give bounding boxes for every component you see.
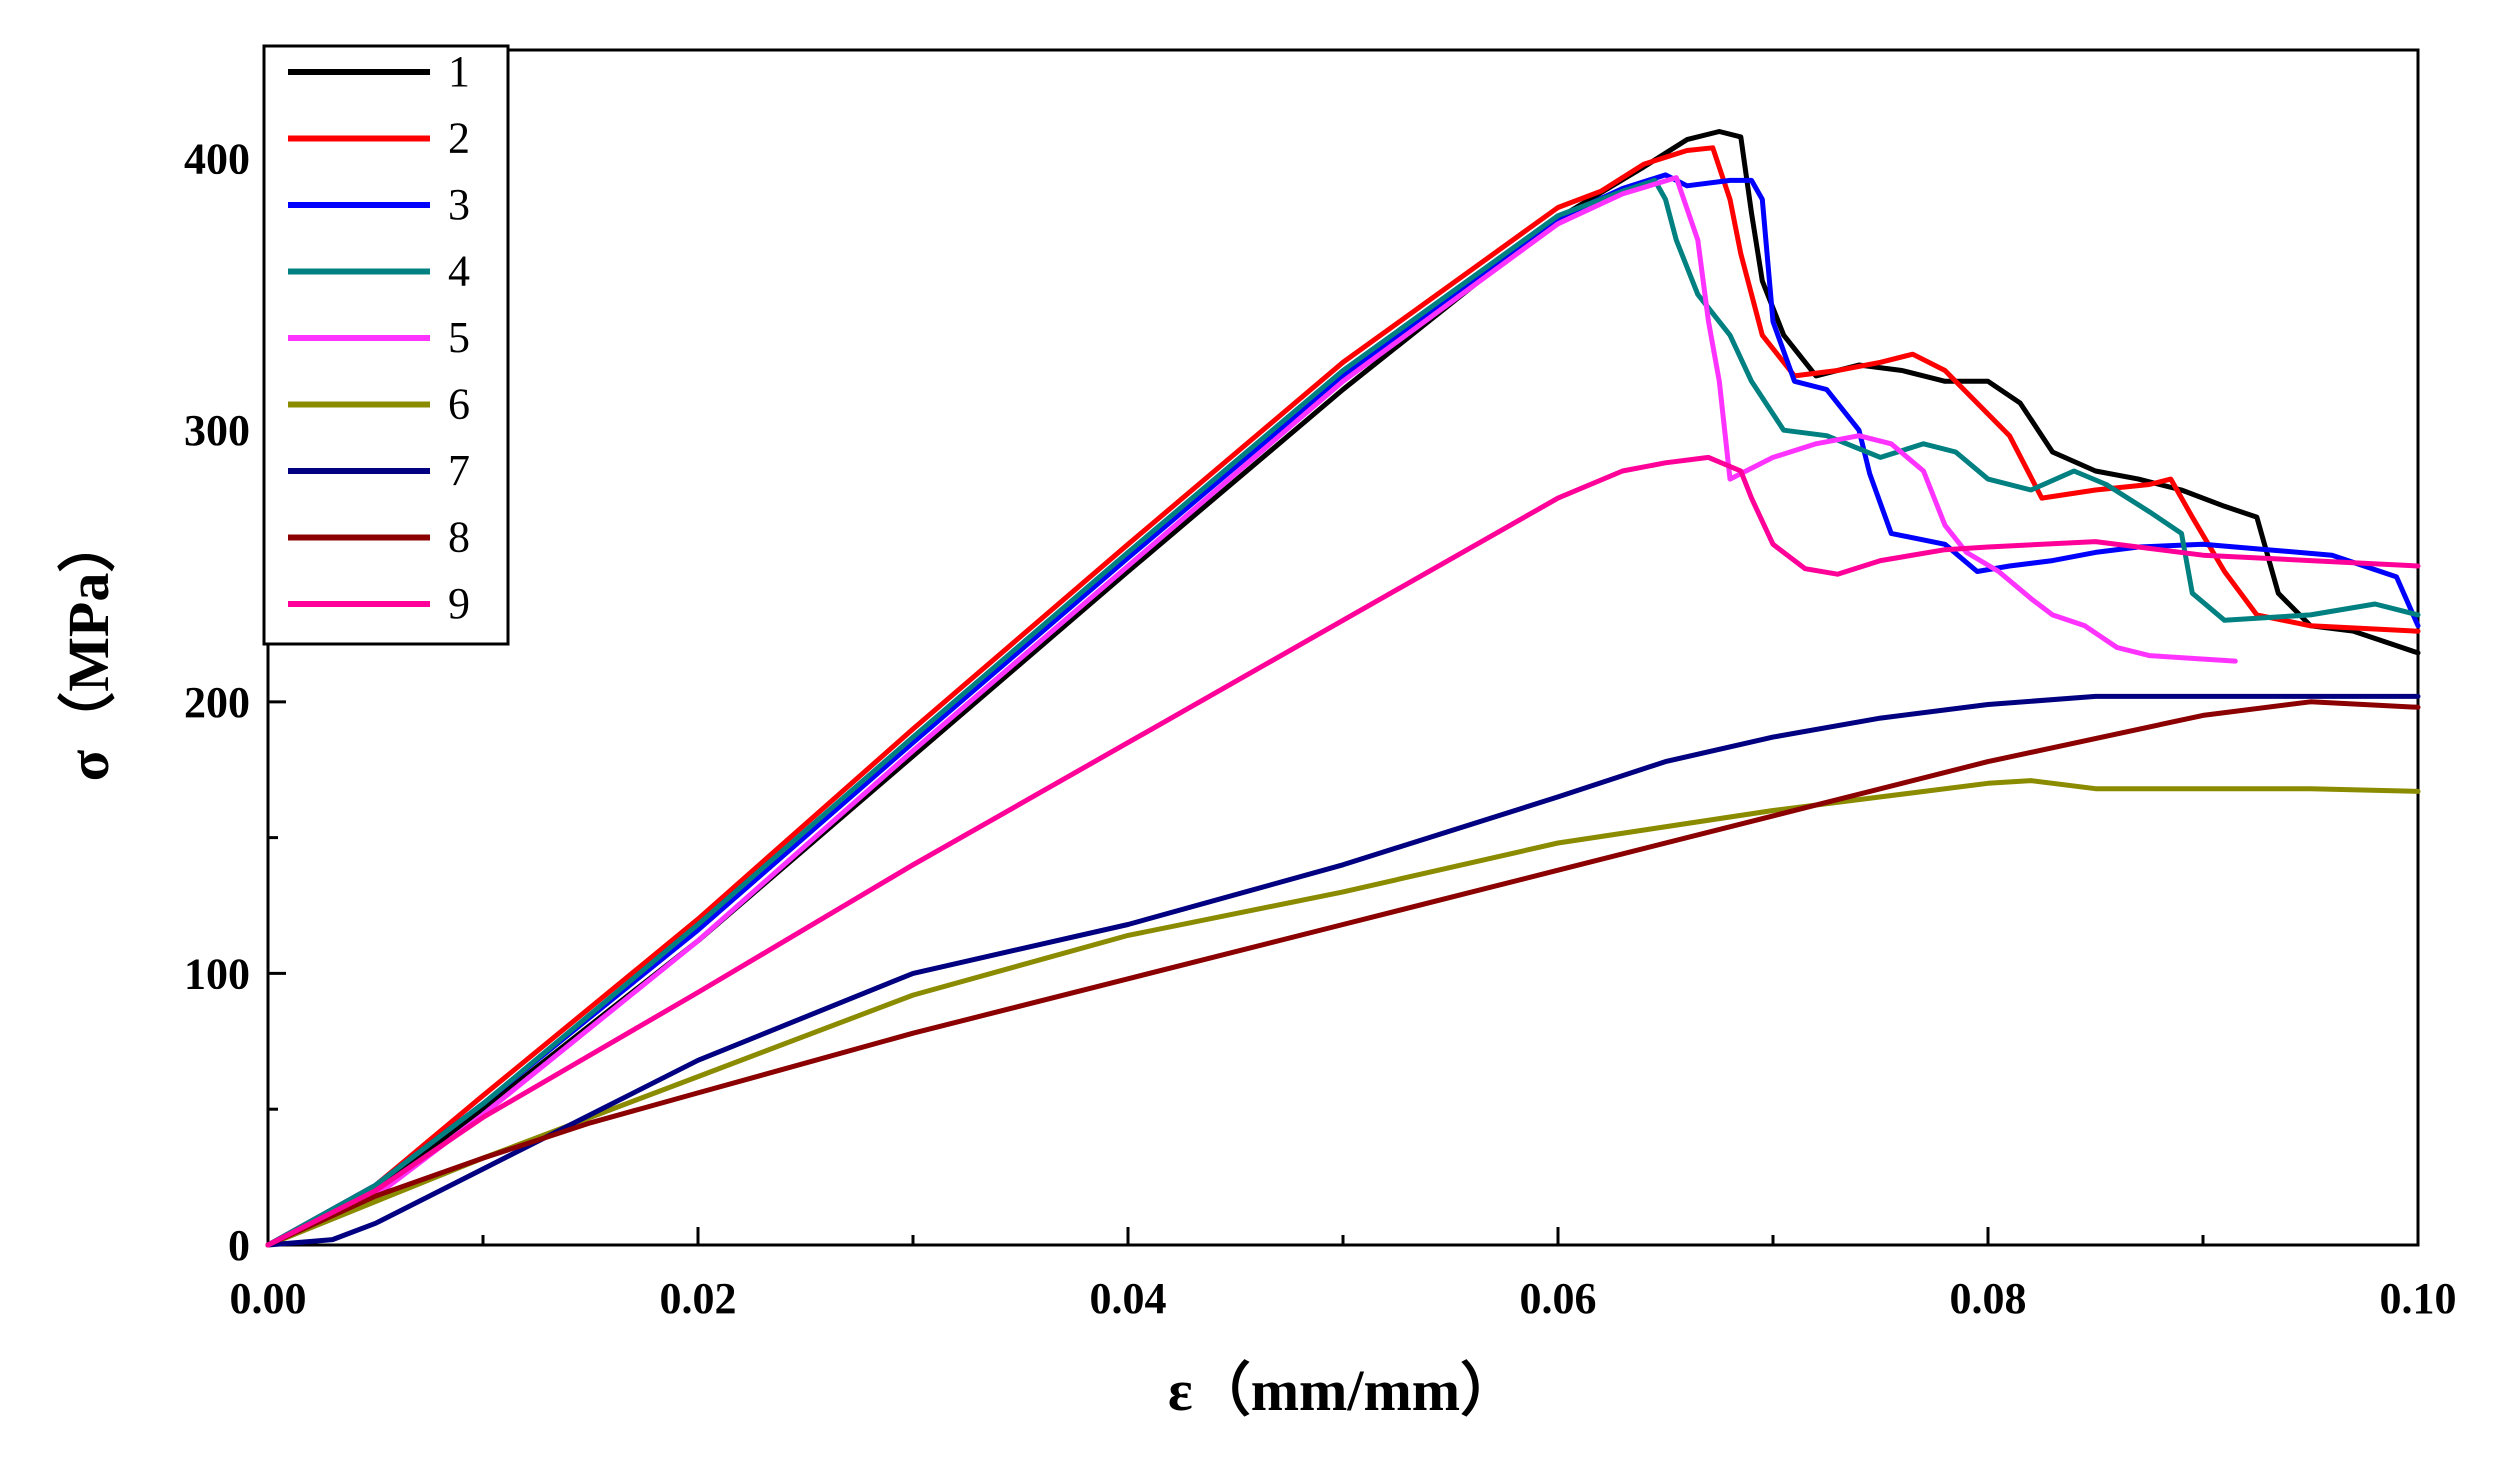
series-line-9: [265, 454, 2421, 1248]
series-line-1: [265, 129, 2421, 1248]
y-axis-label: σ（MPa）: [56, 515, 121, 782]
legend-label-3: 3: [448, 180, 470, 229]
y-tick-label: 0: [228, 1221, 250, 1270]
series-line-7: [265, 693, 2421, 1248]
series-line-4: [265, 177, 2421, 1248]
y-tick-label: 300: [184, 406, 250, 455]
y-tick-label: 400: [184, 135, 250, 184]
legend-items: 1 2 3 4 5 6 7 8 9: [288, 47, 470, 628]
x-tick-label: 0.02: [660, 1274, 737, 1323]
legend-label-1: 1: [448, 47, 470, 96]
x-tick-label: 0.08: [1950, 1274, 2027, 1323]
x-axis-ticks: 0.00 0.02 0.04 0.06 0.08 0.10: [230, 1227, 2457, 1323]
x-tick-label: 0.04: [1090, 1274, 1167, 1323]
legend-box: [262, 44, 510, 646]
y-tick-label: 100: [184, 949, 250, 998]
series-line-8: [265, 699, 2421, 1248]
legend-label-4: 4: [448, 247, 470, 296]
x-tick-label: 0.00: [230, 1274, 307, 1323]
legend-label-2: 2: [448, 114, 470, 163]
plot-area: [266, 48, 2420, 1247]
series-line-5: [265, 175, 2238, 1248]
legend-label-8: 8: [448, 513, 470, 562]
y-axis-ticks: 0 100 200 300 400: [184, 135, 286, 1270]
legend-label-5: 5: [448, 313, 470, 362]
legend-label-7: 7: [448, 446, 470, 495]
x-tick-label: 0.10: [2380, 1274, 2457, 1323]
legend: 1 2 3 4 5 6 7 8 9: [262, 44, 510, 646]
x-axis-label: ε（mm/mm）: [1168, 1358, 1518, 1423]
series-lines: [265, 129, 2421, 1248]
x-tick-label: 0.06: [1520, 1274, 1597, 1323]
y-tick-label: 200: [184, 678, 250, 727]
legend-label-6: 6: [448, 380, 470, 429]
legend-label-9: 9: [448, 579, 470, 628]
